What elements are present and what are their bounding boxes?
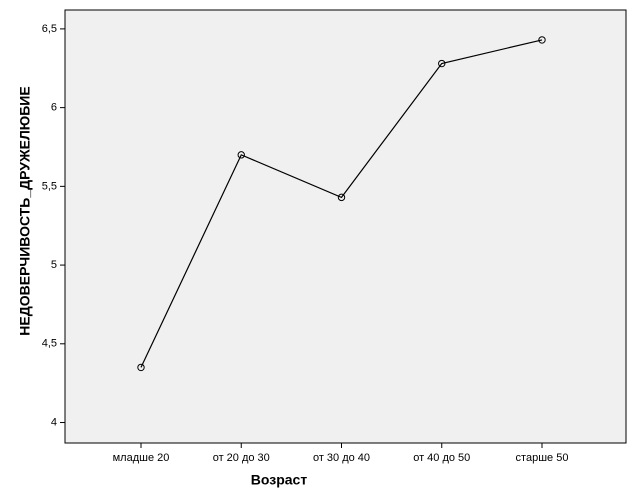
line: [140, 39, 543, 368]
x-tick-label: младше 20: [113, 452, 170, 464]
x-tick-label: от 40 до 50: [413, 452, 470, 464]
x-tick-label: от 20 до 30: [213, 452, 270, 464]
point: [438, 59, 446, 68]
y-tick-label: 6: [51, 102, 57, 114]
point: [538, 36, 546, 44]
y-tick-label: 6,5: [42, 23, 57, 35]
point: [237, 151, 245, 159]
y-tick-label: 5: [51, 259, 57, 271]
y-tick-label: 4,5: [42, 338, 57, 350]
y-tick-label: 4: [51, 416, 57, 428]
x-tick-label: старше 50: [516, 452, 569, 464]
y-axis-title: НЕДОВЕРЧИВОСТЬ_ДРУЖЕЛЮБИЕ: [17, 86, 33, 335]
y-tick-label: 5,5: [42, 180, 57, 192]
point: [337, 193, 346, 202]
point: [137, 363, 145, 372]
x-axis-title: Возраст: [251, 472, 308, 488]
plot-area: [64, 9, 627, 444]
x-tick-label: от 30 до 40: [313, 452, 370, 464]
